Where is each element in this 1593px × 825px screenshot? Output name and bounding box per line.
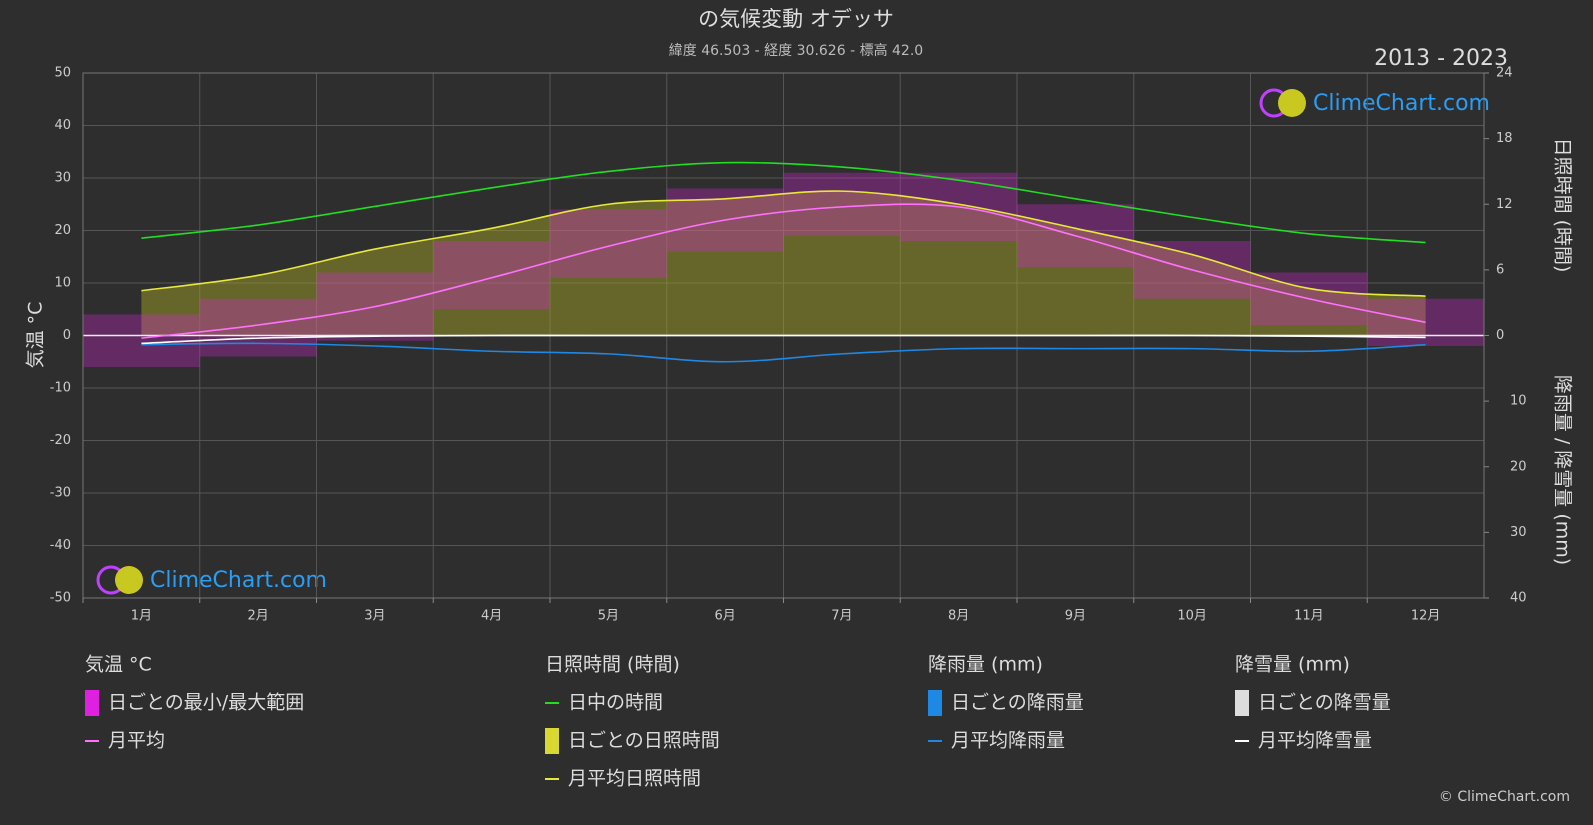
- y2-tick-label: 24: [1496, 66, 1513, 81]
- series-line: [141, 161, 1426, 244]
- legend-label: 日中の時間: [568, 692, 663, 714]
- legend-label: 月平均降雨量: [951, 730, 1065, 752]
- y3-tick-label: 20: [1510, 459, 1527, 474]
- copyright: © ClimeChart.com: [1439, 789, 1570, 805]
- chart-title: の気候変動 オデッサ: [698, 7, 894, 31]
- x-tick-label: 8月: [948, 609, 969, 624]
- y2-tick-label: 6: [1496, 262, 1504, 277]
- y-tick-label: -50: [50, 591, 71, 606]
- y-tick-label: 10: [54, 276, 71, 291]
- series-line: [141, 203, 1426, 339]
- sunshine-area: [141, 191, 1426, 336]
- legend-label: 日ごとの降雪量: [1258, 692, 1391, 714]
- period: 2013 - 2023: [1374, 46, 1508, 71]
- y3-tick-label: 40: [1510, 591, 1527, 606]
- y-tick-label: 40: [54, 118, 71, 133]
- legend-title: 降雪量 (mm): [1235, 654, 1350, 676]
- x-tick-label: 10月: [1177, 609, 1207, 624]
- legend-swatch: [85, 690, 99, 716]
- y2-tick-label: 12: [1496, 197, 1513, 212]
- y-tick-label: 20: [54, 223, 71, 238]
- chart-subtitle: 緯度 46.503 - 経度 30.626 - 標高 42.0: [669, 42, 923, 59]
- legend-label: 日ごとの日照時間: [568, 730, 720, 752]
- y-tick-label: -30: [50, 486, 71, 501]
- x-tick-label: 9月: [1065, 609, 1086, 624]
- y-tick-label: 30: [54, 171, 71, 186]
- x-tick-label: 11月: [1294, 609, 1324, 624]
- x-tick-label: 4月: [481, 609, 502, 624]
- logo-icon: [115, 566, 143, 594]
- temp-range: [550, 209, 667, 278]
- logo-top: ClimeChart.com: [1259, 88, 1490, 118]
- y-tick-label: -40: [50, 538, 71, 553]
- x-tick-label: 2月: [247, 609, 268, 624]
- y2-tick-label: 18: [1496, 131, 1513, 146]
- y-tick-label: 0: [63, 328, 71, 343]
- legend-title: 日照時間 (時間): [545, 654, 680, 676]
- temp-range: [433, 241, 550, 310]
- x-tick-label: 1月: [131, 609, 152, 624]
- temp-range: [199, 298, 317, 357]
- legend-label: 月平均日照時間: [568, 768, 701, 790]
- legend-label: 月平均降雪量: [1258, 730, 1372, 752]
- y2-axis-label: 日照時間 (時間): [1552, 138, 1574, 273]
- y3-tick-label: 30: [1510, 525, 1527, 540]
- series-line: [141, 334, 1426, 345]
- legend-swatch: [1235, 690, 1249, 716]
- watermark: ClimeChart.com: [150, 568, 327, 593]
- watermark: ClimeChart.com: [1313, 91, 1490, 116]
- y3-tick-label: 10: [1510, 394, 1527, 409]
- legend-label: 月平均: [108, 730, 165, 752]
- y-tick-label: 50: [54, 66, 71, 81]
- y-tick-label: -20: [50, 433, 71, 448]
- y-axis-label: 気温 °C: [25, 302, 47, 369]
- y3-axis-label: 降雨量 / 降雪量 (mm): [1552, 375, 1574, 565]
- plot: [82, 72, 1485, 599]
- legend-title: 降雨量 (mm): [928, 654, 1043, 676]
- legend-swatch: [545, 728, 559, 754]
- x-tick-label: 6月: [714, 609, 735, 624]
- series-line: [141, 342, 1426, 363]
- legend-title: 気温 °C: [85, 654, 152, 676]
- x-tick-label: 5月: [598, 609, 619, 624]
- x-tick-label: 3月: [364, 609, 385, 624]
- x-tick-label: 12月: [1411, 609, 1441, 624]
- logo-icon: [1278, 89, 1306, 117]
- logo-bottom: ClimeChart.com: [96, 565, 327, 595]
- y2-tick-label: 0: [1496, 328, 1504, 343]
- y-tick-label: -10: [50, 381, 71, 396]
- x-tick-label: 7月: [831, 609, 852, 624]
- series-line: [141, 190, 1426, 297]
- legend-label: 日ごとの降雨量: [951, 692, 1084, 714]
- legend-swatch: [928, 690, 942, 716]
- legend-label: 日ごとの最小/最大範囲: [108, 692, 304, 714]
